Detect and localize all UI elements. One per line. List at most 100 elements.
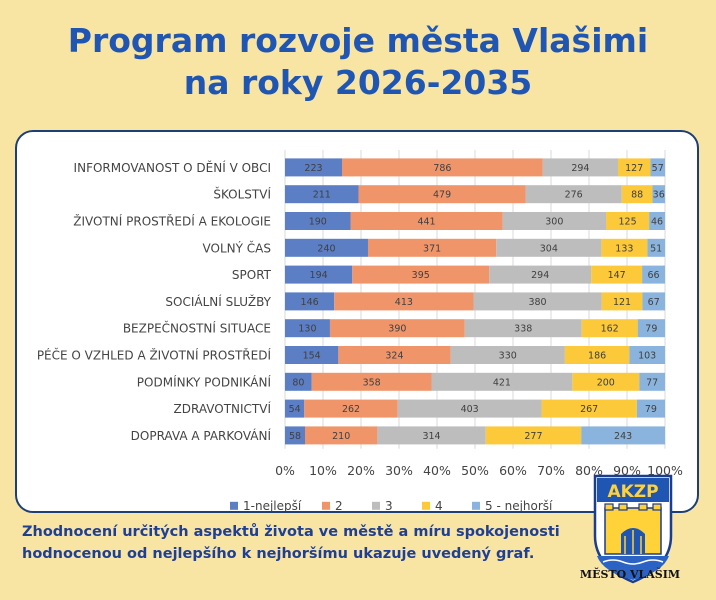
bar-segment <box>525 185 622 204</box>
bar-segment <box>502 212 607 230</box>
data-label: 190 <box>309 217 327 228</box>
bar-segment <box>489 265 592 284</box>
title-line-1: Program rozvoje města Vlašimi <box>67 21 649 60</box>
bar-segment <box>285 265 353 284</box>
x-tick-label: 50% <box>461 463 489 478</box>
data-label: 194 <box>310 270 328 281</box>
data-label: 130 <box>298 324 316 335</box>
bar-segment <box>334 292 474 311</box>
legend-label: 3 <box>385 499 393 511</box>
bar-segment <box>636 399 665 418</box>
page-title: Program rozvoje města Vlašimi na roky 20… <box>0 20 716 104</box>
bar-segment <box>591 265 643 284</box>
bar-segment <box>564 346 630 364</box>
data-label: 127 <box>625 163 643 174</box>
legend-label: 1-nejlepší <box>243 499 302 511</box>
bar-segment <box>485 426 582 445</box>
legend-swatch <box>372 501 380 510</box>
bar-segment <box>341 158 543 177</box>
x-tick-label: 10% <box>309 463 337 478</box>
category-label: ZDRAVOTNICTVÍ <box>174 401 272 416</box>
data-label: 162 <box>601 324 619 335</box>
bar-segment <box>464 319 582 338</box>
x-tick-label: 100% <box>647 463 683 478</box>
bar-segment <box>606 212 650 230</box>
bar-segment <box>496 238 602 257</box>
data-label: 380 <box>528 297 546 308</box>
data-label: 133 <box>615 243 633 254</box>
data-label: 294 <box>531 270 549 281</box>
bar-segment <box>652 185 665 204</box>
stacked-bar-chart: INFORMOVANOST O DĚNÍ V OBCI 223 786 294 127 5… <box>37 150 683 511</box>
bar-segment <box>647 238 665 257</box>
bar-segment <box>285 346 339 364</box>
bar-segment <box>329 319 465 338</box>
bar-segment <box>642 292 665 311</box>
data-label: 243 <box>614 431 632 442</box>
category-label: INFORMOVANOST O DĚNÍ V OBCI <box>74 160 271 175</box>
category-label: DOPRAVA A PARKOVÁNÍ <box>131 428 272 443</box>
data-label: 211 <box>313 190 331 201</box>
data-label: 223 <box>304 163 322 174</box>
x-tick-label: 80% <box>575 463 603 478</box>
legend-label: 2 <box>335 499 343 511</box>
bar-segment <box>650 158 665 177</box>
data-label: 324 <box>385 351 403 362</box>
x-tick-label: 90% <box>613 463 641 478</box>
data-label: 125 <box>619 217 637 228</box>
category-label: VOLNÝ ČAS <box>203 240 271 255</box>
bar-segment <box>649 212 665 230</box>
bar-segment <box>285 319 330 338</box>
data-label: 421 <box>493 377 511 388</box>
bar-segment <box>304 399 398 418</box>
legend-label: 4 <box>435 499 443 511</box>
bar-segment <box>431 372 573 391</box>
bar-segment <box>358 185 526 204</box>
bar-segment <box>285 238 368 257</box>
x-tick-label: 70% <box>537 463 565 478</box>
bar-segment <box>285 158 342 177</box>
data-label: 390 <box>388 324 406 335</box>
caption-line-2: hodnocenou od nejlepšího k nejhoršímu uk… <box>22 546 535 562</box>
city-coat-of-arms-logo: AKZP <box>593 474 673 584</box>
bar-segment <box>311 372 432 391</box>
logo-text: AKZP <box>607 482 658 502</box>
x-tick-label: 60% <box>499 463 527 478</box>
data-label: 66 <box>648 270 660 281</box>
bar-segment <box>541 399 637 418</box>
bar-segment <box>367 238 497 257</box>
x-tick-label: 0% <box>275 463 295 478</box>
x-tick-label: 40% <box>423 463 451 478</box>
bar-segment <box>350 212 503 230</box>
data-label: 54 <box>289 404 301 415</box>
bar-segment <box>285 292 335 311</box>
x-tick-label: 20% <box>347 463 375 478</box>
data-label: 79 <box>645 324 657 335</box>
category-label: ŽIVOTNÍ PROSTŘEDÍ A EKOLOGIE <box>73 214 271 229</box>
data-label: 441 <box>417 217 435 228</box>
bar-segment <box>397 399 542 418</box>
data-label: 395 <box>412 270 430 281</box>
bar-segment <box>639 372 665 391</box>
data-label: 80 <box>292 377 304 388</box>
data-label: 240 <box>317 243 335 254</box>
bar-segment <box>377 426 486 445</box>
data-label: 277 <box>524 431 542 442</box>
data-label: 300 <box>545 217 563 228</box>
data-label: 304 <box>540 243 558 254</box>
bar-segment <box>338 346 451 364</box>
data-label: 276 <box>565 190 583 201</box>
data-label: 46 <box>651 217 663 228</box>
data-label: 294 <box>571 163 589 174</box>
bar-segment <box>285 426 305 445</box>
category-label: PÉČE O VZHLED A ŽIVOTNÍ PROSTŘEDÍ <box>37 348 272 363</box>
data-label: 210 <box>332 431 350 442</box>
bar-segment <box>621 185 653 204</box>
bar-segment <box>601 292 643 311</box>
bar-segment <box>581 319 638 338</box>
bar-segment <box>601 238 648 257</box>
data-label: 58 <box>289 431 301 442</box>
legend-label: 5 - nejhorší <box>485 499 553 511</box>
data-label: 147 <box>608 270 626 281</box>
data-label: 79 <box>645 404 657 415</box>
